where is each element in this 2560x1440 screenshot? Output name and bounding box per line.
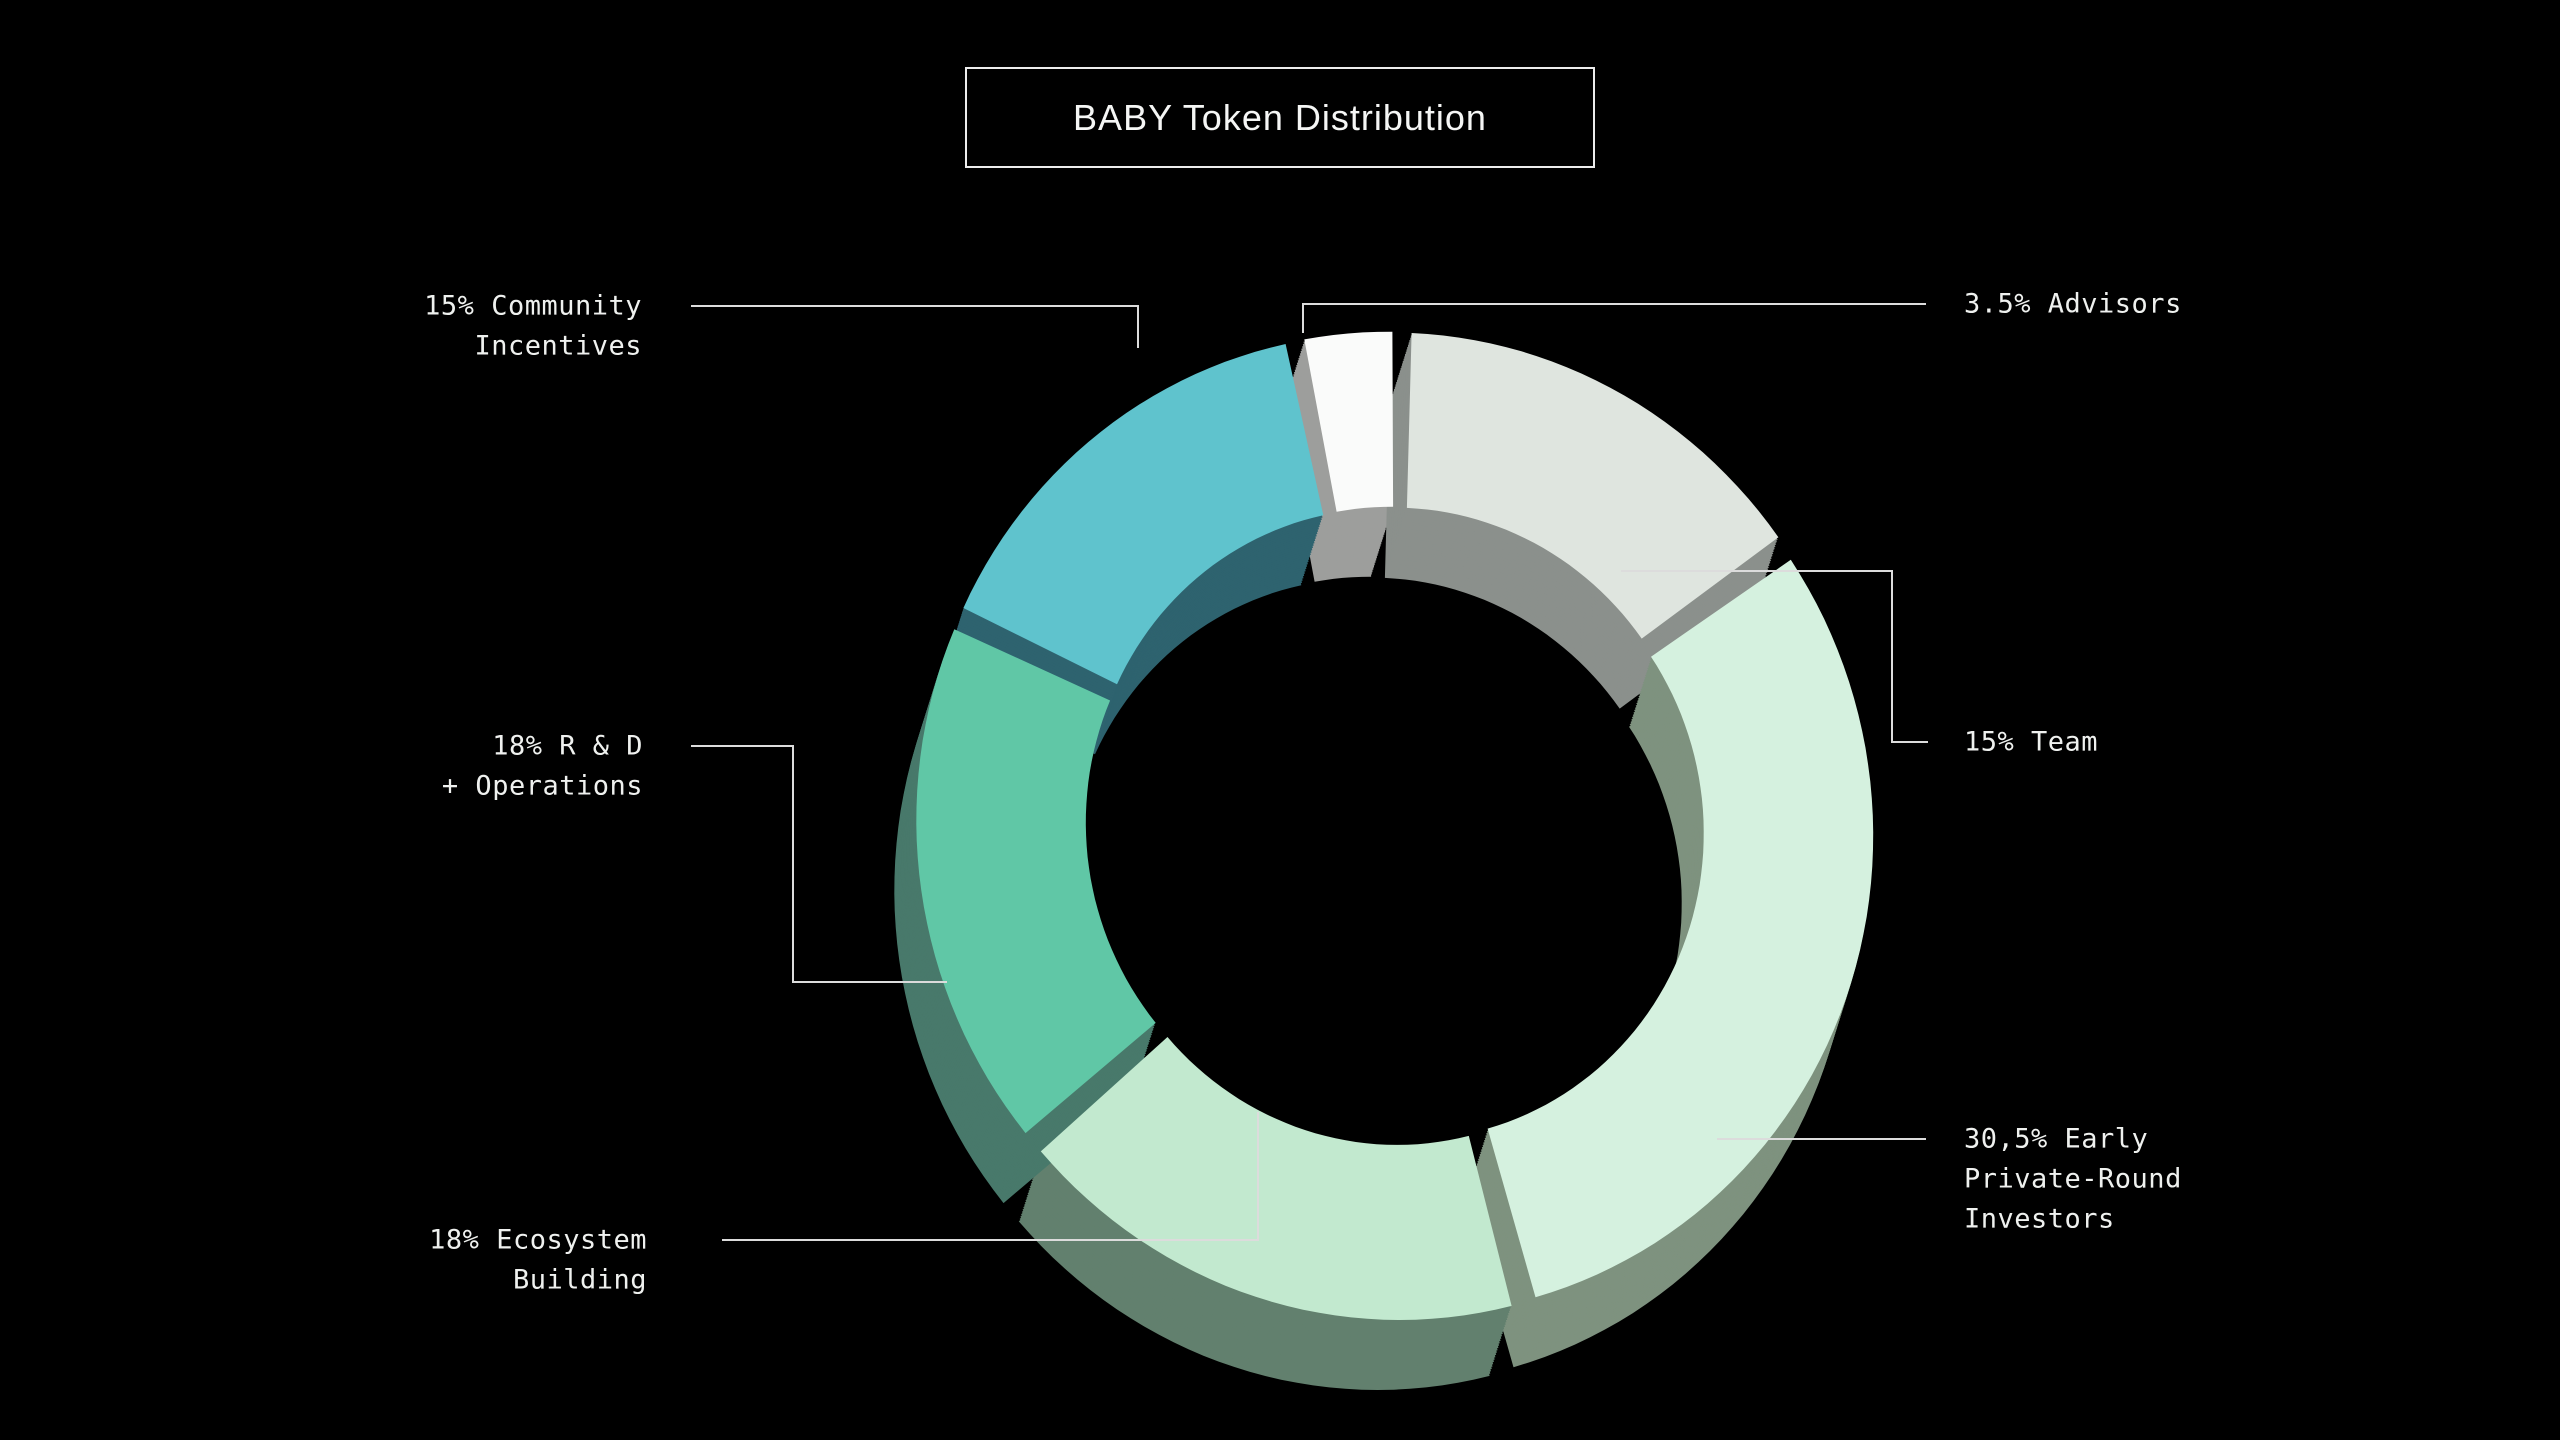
leader-line-team (1621, 570, 1928, 743)
leader-line-rd-operations (691, 745, 947, 983)
label-rd-operations-line2: + Operations (441, 770, 643, 802)
donut-segment-rd-operations (916, 629, 1156, 1134)
donut-segment-team (1406, 333, 1779, 639)
label-early-private-round-investors-line1: 30,5% Early (1964, 1123, 2149, 1155)
chart-title-box: BABY Token Distribution (965, 67, 1595, 168)
donut-segments (916, 331, 1874, 1320)
label-rd-operations-line1: 18% R & D (492, 730, 643, 762)
donut-segment-advisors (1304, 331, 1394, 512)
donut-segment-early-private-round-investors (1487, 559, 1874, 1298)
leader-lines (691, 303, 1928, 1241)
donut-segment-ecosystem-building (1040, 1037, 1512, 1320)
leader-line-community-incentives (691, 305, 1139, 348)
label-team-line1: 15% Team (1964, 726, 2099, 758)
leader-line-advisors (1302, 303, 1926, 333)
donut-segment-community-incentives (963, 344, 1324, 685)
label-advisors-line1: 3.5% Advisors (1964, 288, 2182, 320)
label-ecosystem-building-line1: 18% Ecosystem (429, 1224, 647, 1256)
chart-title: BABY Token Distribution (1073, 96, 1487, 138)
label-early-private-round-investors-line3: Investors (1964, 1203, 2115, 1235)
label-community-incentives-line2: Incentives (474, 330, 642, 362)
label-ecosystem-building-line2: Building (512, 1264, 647, 1296)
label-early-private-round-investors-line2: Private-Round (1964, 1163, 2182, 1195)
label-community-incentives-line1: 15% Community (424, 290, 642, 322)
leader-line-ecosystem-building (722, 1112, 1259, 1241)
